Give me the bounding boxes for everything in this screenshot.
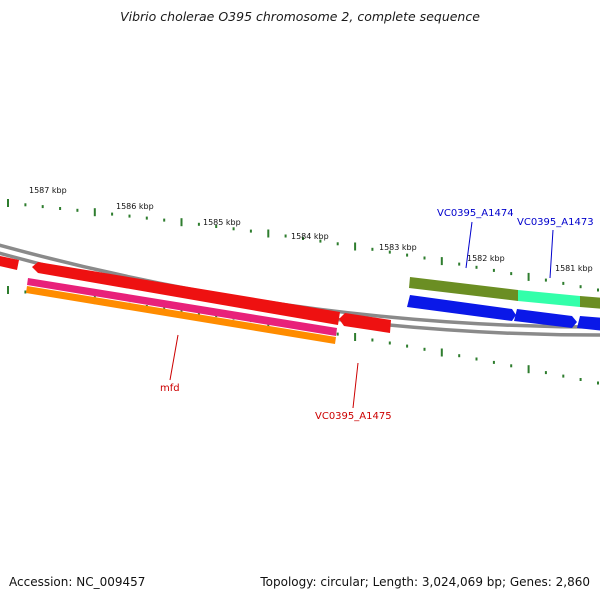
gene-feature-olive[interactable] [580,296,600,309]
feature-track-pink[interactable] [27,278,337,336]
gene-label-vc0395-a1475[interactable]: VC0395_A1475 [315,411,392,422]
gene-feature-aquamarine[interactable] [518,290,580,307]
scale-minor-tick [319,239,322,243]
scale-minor-tick [215,225,218,228]
scale-major-tick [354,333,357,341]
scale-minor-tick [197,222,200,226]
callout-line [352,362,359,409]
scale-minor-tick [111,212,114,216]
scale-minor-tick [24,290,27,294]
scale-minor-tick [59,207,62,210]
scale-minor-tick [475,265,478,269]
scale-major-tick [93,208,96,217]
gene-feature-olive[interactable] [409,277,518,301]
callout-line [169,334,179,381]
gene-feature-blue-A1473[interactable] [514,309,577,328]
scale-label: 1582 kbp [467,254,505,263]
scale-minor-tick [458,354,461,358]
scale-minor-tick [41,205,44,209]
scale-minor-tick [232,227,235,231]
scale-major-tick [267,229,270,238]
scale-minor-tick [336,242,339,246]
scale-minor-tick [475,357,478,361]
feature-track-orange[interactable] [26,286,336,344]
scale-minor-tick [76,208,79,212]
scale-minor-tick [597,381,599,385]
scale-minor-tick [597,288,599,292]
scale-major-tick [180,218,183,227]
scale-minor-tick [406,344,409,348]
scale-minor-tick [249,229,252,233]
scale-label: 1581 kbp [555,264,593,273]
gene-label-vc0395-a1474[interactable]: VC0395_A1474 [437,208,514,219]
scale-minor-tick [510,364,513,368]
gene-feature-red-A1475[interactable] [339,313,391,333]
scale-minor-tick [492,268,495,272]
scale-label: 1584 kbp [291,232,329,241]
scale-major-tick [440,257,443,266]
scale-minor-tick [336,332,339,336]
scale-major-tick [7,286,9,294]
scale-minor-tick [406,253,409,257]
scale-minor-tick [128,214,131,218]
gene-label-vc0395-a1473[interactable]: VC0395_A1473 [517,217,594,228]
scale-minor-tick [388,341,391,345]
scale-minor-tick [302,237,304,240]
scale-minor-tick [24,203,27,207]
scale-minor-tick [562,281,565,285]
scale-label: 1583 kbp [379,243,417,252]
accession-text: Accession: NC_009457 [9,575,146,589]
scale-minor-tick [371,247,374,251]
callout-line [465,221,473,269]
callout-line [549,229,554,279]
scale-minor-tick [579,378,582,381]
scale-label: 1587 kbp [29,186,67,195]
gene-feature-blue[interactable] [577,316,600,331]
scale-minor-tick [562,374,565,378]
scale-major-tick [180,307,183,315]
scale-major-tick [440,348,443,357]
scale-minor-tick [544,278,547,282]
scale-major-tick [354,242,357,251]
scale-major-tick [7,199,9,207]
gene-feature-blue-A1474[interactable] [407,295,516,321]
scale-minor-tick [423,347,426,351]
scale-minor-tick [371,338,374,342]
scale-minor-tick [423,256,426,260]
scale-minor-tick [492,360,495,364]
scale-minor-tick [510,272,513,276]
scale-minor-tick [388,250,391,254]
scale-minor-tick [579,285,582,289]
map-title: Vibrio cholerae O395 chromosome 2, compl… [120,9,480,24]
scale-ticks [7,199,599,385]
gene-feature-red-mfd[interactable] [32,262,340,325]
scale-minor-tick [163,218,166,222]
scale-minor-tick [284,234,287,238]
scale-minor-tick [145,216,148,220]
gene-label-mfd[interactable]: mfd [160,383,180,394]
scale-major-tick [527,272,530,281]
gene-feature-red[interactable] [0,255,19,270]
scale-minor-tick [544,371,547,375]
scale-minor-tick [458,262,461,266]
scale-major-tick [527,365,530,374]
genome-summary-text: Topology: circular; Length: 3,024,069 bp… [260,575,590,589]
scale-label: 1585 kbp [203,218,241,227]
scale-label: 1586 kbp [116,202,154,211]
